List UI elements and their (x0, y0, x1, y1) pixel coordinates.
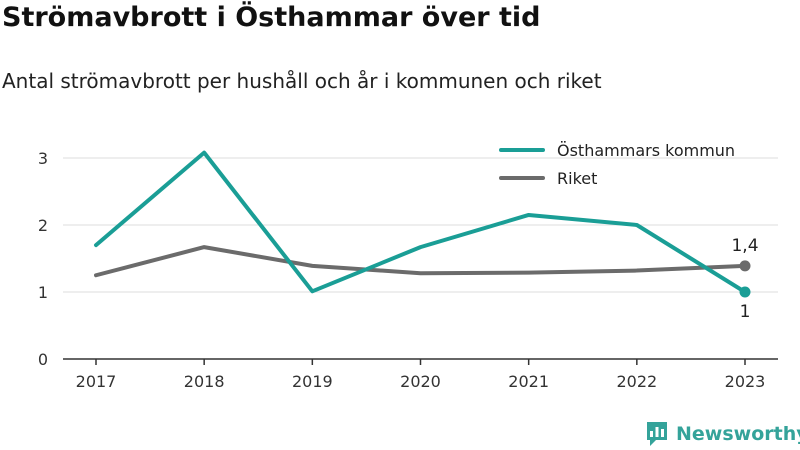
y-tick-label-3: 3 (38, 149, 48, 168)
bar-chart-icon (647, 422, 667, 446)
end-point-riket (739, 260, 751, 272)
x-tick-label-2018: 2018 (184, 372, 225, 391)
end-label-osthammar: 1 (740, 302, 751, 322)
legend-label-osthammar: Östhammars kommun (557, 141, 735, 160)
newsworthy-logo: Newsworthy (645, 419, 800, 449)
y-tick-label-2: 2 (38, 216, 48, 235)
series-line-osthammar (94, 150, 747, 294)
x-tick-label-2020: 2020 (400, 372, 441, 391)
logo-text: Newsworthy (676, 423, 800, 445)
chart-title: Strömavbrott i Östhammar över tid (2, 2, 541, 33)
x-tick-label-2021: 2021 (508, 372, 549, 391)
x-tick-label-2019: 2019 (292, 372, 333, 391)
end-point-osthammar (739, 286, 751, 298)
legend-label-riket: Riket (557, 169, 597, 188)
y-tick-label-1: 1 (38, 283, 48, 302)
end-label-riket: 1,4 (731, 236, 758, 256)
y-tick-label-0: 0 (38, 350, 48, 369)
x-tick-label-2017: 2017 (76, 372, 117, 391)
series-line-riket (94, 245, 747, 278)
x-tick-label-2022: 2022 (616, 372, 657, 391)
chart-subtitle: Antal strömavbrott per hushåll och år i … (2, 69, 602, 93)
x-tick-label-2023: 2023 (725, 372, 766, 391)
